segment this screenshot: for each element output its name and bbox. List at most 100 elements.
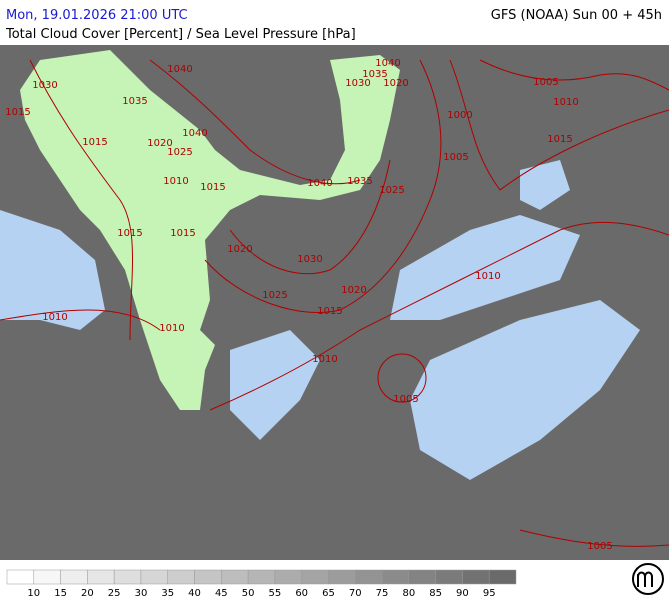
isobar bbox=[149, 59, 361, 185]
isobar-label: 1035 bbox=[122, 96, 147, 107]
isobar-label: 1015 bbox=[317, 306, 342, 317]
colorbar-label: 75 bbox=[376, 588, 389, 599]
colorbar-label: 95 bbox=[483, 588, 496, 599]
map-title: Mon, 19.01.2026 21:00 UTC bbox=[6, 8, 188, 23]
logo bbox=[632, 563, 664, 595]
isobar-label: 1020 bbox=[227, 244, 252, 255]
colorbar-swatch bbox=[328, 569, 356, 585]
isobar-label: 1035 bbox=[362, 69, 387, 80]
isobar-label: 1020 bbox=[341, 285, 366, 296]
colorbar-swatch bbox=[488, 569, 517, 585]
isobar-label: 1015 bbox=[117, 228, 142, 239]
isobar-label: 1010 bbox=[312, 354, 337, 365]
isobar-label: 1015 bbox=[200, 182, 225, 193]
colorbar-label: 55 bbox=[269, 588, 282, 599]
isobar-label: 1010 bbox=[159, 323, 184, 334]
colorbar-label: 25 bbox=[108, 588, 121, 599]
colorbar-swatch bbox=[140, 569, 168, 585]
colorbar-label: 45 bbox=[215, 588, 228, 599]
isobar bbox=[0, 309, 161, 331]
sea-area bbox=[0, 210, 105, 330]
colorbar-swatch bbox=[60, 569, 88, 585]
colorbar-swatch bbox=[167, 569, 195, 585]
isobar-lines bbox=[0, 59, 669, 547]
isobar-label: 1005 bbox=[393, 394, 418, 405]
colorbar-swatch bbox=[113, 569, 142, 585]
isobar-label: 1040 bbox=[167, 64, 192, 75]
colorbar-swatch bbox=[6, 569, 35, 585]
colorbar-label: 60 bbox=[295, 588, 308, 599]
isobar bbox=[229, 159, 391, 275]
isobar bbox=[204, 59, 442, 314]
colorbar-label: 15 bbox=[54, 588, 67, 599]
isobar-label: 1030 bbox=[32, 80, 57, 91]
isobar bbox=[209, 221, 669, 411]
colorbar-swatch bbox=[301, 569, 329, 585]
isobar-label: 1005 bbox=[587, 541, 612, 552]
colorbar-swatch bbox=[87, 569, 115, 585]
colorbar-label: 10 bbox=[27, 588, 40, 599]
isobar-label: 1010 bbox=[475, 271, 500, 282]
colorbar-label: 65 bbox=[322, 588, 335, 599]
colorbar-swatch bbox=[221, 569, 249, 585]
isobar-label: 1035 bbox=[347, 176, 372, 187]
colorbar-label: 70 bbox=[349, 588, 362, 599]
colorbar-label: 80 bbox=[402, 588, 415, 599]
colorbar: 10 15 20 25 30 35 40 45 50 55 60 65 70 75 80 85 90 95 bbox=[6, 569, 517, 599]
colorbar-swatch bbox=[274, 569, 302, 585]
isobar-label: 1015 bbox=[82, 137, 107, 148]
isobar-label: 1025 bbox=[167, 147, 192, 158]
isobar bbox=[479, 59, 669, 91]
isobar-label: 1015 bbox=[547, 134, 572, 145]
colorbar-swatch bbox=[355, 569, 383, 585]
isobar-label: 1010 bbox=[42, 312, 67, 323]
sea-area bbox=[410, 300, 640, 480]
colorbar-label: 85 bbox=[429, 588, 442, 599]
isobar-label: 1000 bbox=[447, 110, 472, 121]
colorbar-swatch bbox=[33, 569, 61, 585]
model-run: GFS (NOAA) Sun 00 + 45h bbox=[491, 8, 662, 23]
colorbar-label: 20 bbox=[81, 588, 94, 599]
isobar-label: 1030 bbox=[297, 254, 322, 265]
colorbar-swatch bbox=[247, 569, 276, 585]
isobar-label: 1025 bbox=[262, 290, 287, 301]
isobar-label: 1010 bbox=[163, 176, 188, 187]
colorbar-label: 40 bbox=[188, 588, 201, 599]
isobar bbox=[519, 529, 669, 547]
colorbar-label: 50 bbox=[242, 588, 255, 599]
isobar-label: 1020 bbox=[147, 138, 172, 149]
isobar-label: 1015 bbox=[170, 228, 195, 239]
colorbar-swatch bbox=[381, 569, 410, 585]
sea-area bbox=[520, 160, 570, 210]
colorbar-label: 35 bbox=[161, 588, 174, 599]
isobar bbox=[29, 59, 133, 341]
isobar-label: 1030 bbox=[345, 78, 370, 89]
isobar-label: 1040 bbox=[307, 178, 332, 189]
colorbar-swatch bbox=[408, 569, 436, 585]
map-subtitle: Total Cloud Cover [Percent] / Sea Level … bbox=[5, 27, 356, 42]
colorbar-swatch bbox=[194, 569, 222, 585]
isobar-label: 1040 bbox=[375, 58, 400, 69]
colorbar-label: 90 bbox=[456, 588, 469, 599]
isobar-label: 1025 bbox=[379, 185, 404, 196]
logo-mark bbox=[637, 571, 653, 587]
isobar bbox=[377, 353, 427, 403]
isobar-label: 1040 bbox=[182, 128, 207, 139]
isobar bbox=[449, 59, 669, 191]
isobar-label: 1005 bbox=[533, 77, 558, 88]
land-area bbox=[20, 50, 400, 410]
isobar-label: 1010 bbox=[553, 97, 578, 108]
logo-circle bbox=[632, 563, 664, 595]
isobar-label: 1005 bbox=[443, 152, 468, 163]
isobar-label: 1020 bbox=[383, 78, 408, 89]
colorbar-label: 30 bbox=[135, 588, 148, 599]
colorbar-swatch bbox=[435, 569, 463, 585]
sea-area bbox=[230, 330, 320, 440]
colorbar-swatch bbox=[462, 569, 490, 585]
header-bg bbox=[0, 0, 669, 45]
isobar-label: 1015 bbox=[5, 107, 30, 118]
